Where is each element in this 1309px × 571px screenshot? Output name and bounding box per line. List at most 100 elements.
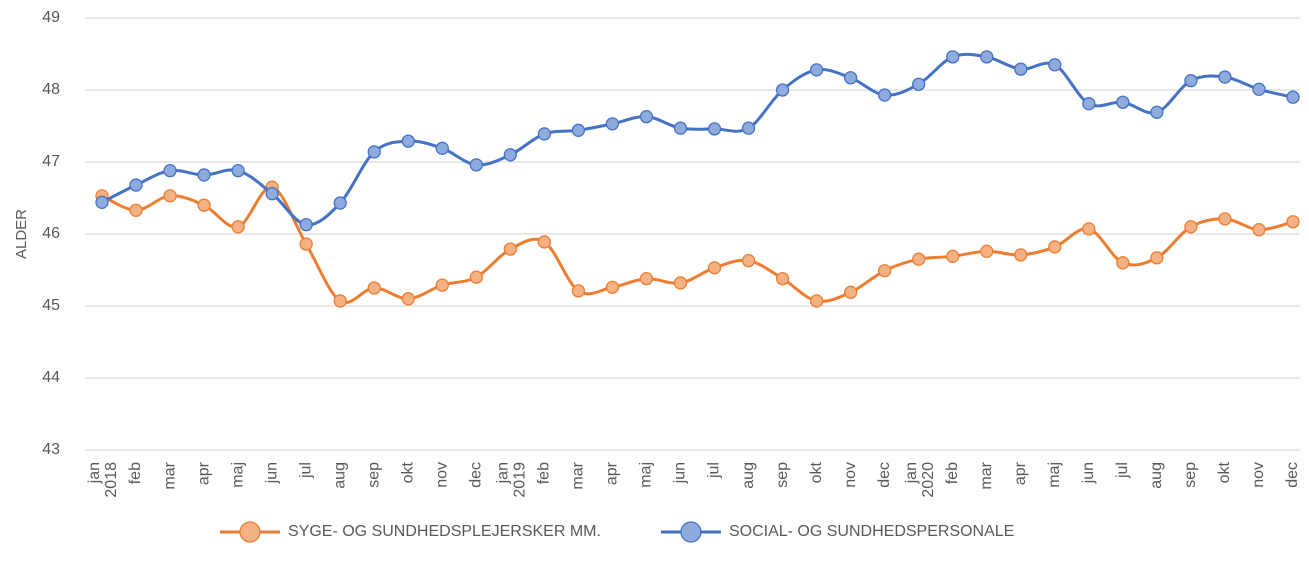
data-point [775, 83, 790, 97]
data-point [639, 109, 654, 124]
data-point [503, 148, 517, 162]
legend-label: SOCIAL- OG SUNDHEDSPERSONALE [729, 523, 1014, 540]
y-tick-label: 43 [42, 441, 60, 458]
x-tick-label: aug [331, 462, 348, 489]
data-point [980, 244, 994, 258]
data-point [1116, 95, 1130, 109]
x-tick-label: feb [944, 462, 961, 484]
data-point [878, 264, 892, 278]
data-point [1218, 212, 1232, 226]
data-point [299, 237, 313, 251]
x-tick-label: feb [127, 462, 144, 484]
x-tick-label: maj [1046, 462, 1063, 488]
data-point [809, 294, 824, 308]
data-point [231, 163, 245, 178]
data-point [707, 122, 722, 136]
data-point [1184, 220, 1198, 234]
x-tick-label: mar [161, 461, 178, 489]
x-tick-label: sep [365, 462, 382, 488]
data-point [1048, 58, 1062, 72]
data-point [980, 50, 994, 64]
x-tick-label: mar [570, 461, 587, 489]
legend-marker [680, 521, 702, 543]
data-point [1150, 105, 1164, 119]
x-tick-label: dec [468, 462, 485, 488]
y-axis-title: ALDER [13, 209, 30, 259]
data-point [1218, 70, 1232, 84]
x-tick-label: jun [1080, 462, 1097, 484]
data-point [333, 196, 347, 210]
y-tick-label: 46 [42, 225, 60, 242]
x-tick-label: jul [706, 462, 723, 479]
data-point [129, 203, 143, 217]
data-point [571, 284, 586, 298]
data-point [912, 77, 926, 91]
data-point [1184, 73, 1198, 88]
data-point [1048, 240, 1062, 254]
series-line [101, 52, 1294, 227]
data-point [265, 187, 279, 201]
x-tick-label: sep [774, 462, 791, 488]
x-tick-label: apr [195, 461, 212, 485]
data-point [843, 285, 858, 299]
data-point [912, 252, 926, 266]
data-point [1014, 62, 1028, 76]
data-point [639, 271, 654, 286]
data-point [1082, 97, 1096, 111]
data-point [741, 121, 756, 135]
data-point [605, 117, 620, 131]
data-point [673, 121, 688, 135]
y-tick-label: 48 [42, 81, 60, 98]
x-tick-label: nov [1250, 462, 1267, 488]
data-point [1014, 248, 1028, 262]
data-point [367, 145, 381, 159]
data-point [367, 281, 381, 295]
data-point [469, 158, 483, 172]
data-point [1150, 251, 1164, 265]
data-point [1252, 223, 1266, 237]
x-tick-label: maj [229, 462, 246, 488]
y-tick-label: 49 [42, 9, 60, 26]
data-point [571, 123, 586, 137]
x-tick-label: jan [903, 462, 920, 484]
x-tick-label: nov [842, 462, 859, 488]
x-tick-label: dec [876, 462, 893, 488]
y-tick-label: 44 [42, 369, 60, 386]
data-point [435, 278, 449, 292]
y-tick-label: 45 [42, 297, 60, 314]
x-tick-label: okt [399, 461, 416, 483]
legend-label: SYGE- OG SUNDHEDSPLEJERSKER MM. [288, 523, 601, 540]
data-point [1082, 222, 1096, 236]
x-tick-label: jul [297, 462, 314, 479]
data-point [946, 50, 960, 64]
data-point [435, 141, 449, 155]
x-tick-label: aug [740, 462, 757, 489]
data-point [707, 261, 722, 275]
data-point [197, 168, 211, 182]
x-tick-label: maj [638, 462, 655, 488]
data-point [843, 71, 858, 85]
data-point [605, 280, 620, 294]
data-point [809, 63, 824, 77]
data-point [197, 198, 211, 212]
data-point [333, 294, 347, 308]
data-point [741, 253, 756, 268]
y-tick-label: 47 [42, 153, 60, 170]
data-point [878, 88, 892, 102]
data-point [95, 195, 109, 209]
data-point [503, 242, 517, 256]
data-point [1286, 215, 1300, 229]
data-point [469, 270, 483, 284]
data-point [401, 134, 415, 148]
x-tick-label: jan [86, 462, 103, 484]
x-tick-label: apr [1012, 461, 1029, 485]
data-point [775, 271, 790, 286]
data-point [129, 178, 143, 192]
data-point [163, 189, 177, 203]
data-point [1286, 90, 1300, 104]
x-tick-label: feb [536, 462, 553, 484]
x-group-label: 2018 [103, 462, 120, 498]
x-tick-label: jun [263, 462, 280, 484]
x-tick-label: sep [1182, 462, 1199, 488]
